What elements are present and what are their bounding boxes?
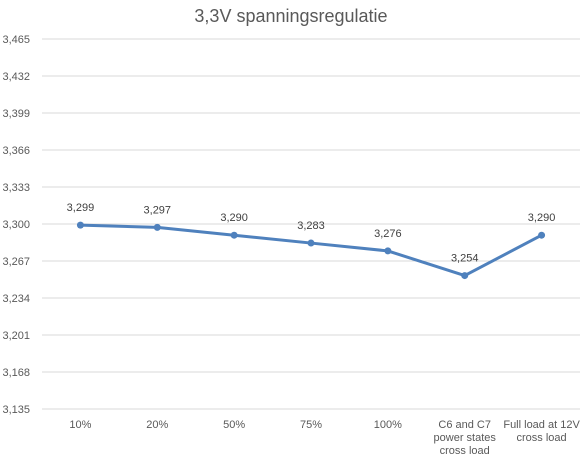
data-point bbox=[76, 221, 84, 229]
x-tick-label: 100% bbox=[374, 419, 402, 431]
x-tick-label: C6 and C7 power states cross load bbox=[434, 419, 497, 457]
x-tick-label: 50% bbox=[223, 419, 245, 431]
gridlines bbox=[42, 38, 580, 410]
chart-title: 3,3V spanningsregulatie bbox=[194, 6, 387, 26]
data-label: 3,276 bbox=[374, 228, 402, 240]
y-tick-label: 3,432 bbox=[2, 71, 30, 83]
x-axis-tick-labels: 10% 20% 50% 75% 100% C6 and C7 power states cro… bbox=[69, 419, 580, 457]
x-tick-label: 20% bbox=[146, 419, 168, 431]
data-point bbox=[153, 223, 161, 231]
y-axis-tick-labels: 3,465 3,432 3,399 3,366 3,333 3,300 3,267 3,234… bbox=[2, 34, 30, 416]
y-tick-label: 3,333 bbox=[2, 182, 30, 194]
data-label: 3,254 bbox=[451, 253, 479, 265]
x-tick-label: Full load at 12V cross load bbox=[503, 419, 580, 444]
data-point bbox=[538, 231, 546, 239]
data-label: 3,299 bbox=[67, 202, 95, 214]
data-label: 3,297 bbox=[144, 204, 172, 216]
y-tick-label: 3,168 bbox=[2, 367, 30, 379]
data-label: 3,290 bbox=[220, 212, 248, 224]
x-tick-label: 75% bbox=[300, 419, 322, 431]
y-tick-label: 3,399 bbox=[2, 108, 30, 120]
data-point bbox=[461, 272, 469, 280]
y-tick-label: 3,135 bbox=[2, 404, 30, 416]
data-labels: 3,299 3,297 3,290 3,283 3,276 3,254 3,290 bbox=[67, 202, 556, 264]
x-tick-label: 10% bbox=[69, 419, 91, 431]
data-label: 3,283 bbox=[297, 220, 325, 232]
data-point bbox=[384, 247, 392, 255]
y-tick-label: 3,267 bbox=[2, 256, 30, 268]
y-tick-label: 3,300 bbox=[2, 219, 30, 231]
y-tick-label: 3,201 bbox=[2, 330, 30, 342]
data-point bbox=[307, 239, 315, 247]
y-tick-label: 3,234 bbox=[2, 293, 30, 305]
y-tick-label: 3,366 bbox=[2, 145, 30, 157]
series-line bbox=[78, 223, 544, 278]
data-point bbox=[230, 231, 238, 239]
series-line-group bbox=[76, 221, 546, 280]
y-tick-label: 3,465 bbox=[2, 34, 30, 46]
data-label: 3,290 bbox=[528, 212, 556, 224]
